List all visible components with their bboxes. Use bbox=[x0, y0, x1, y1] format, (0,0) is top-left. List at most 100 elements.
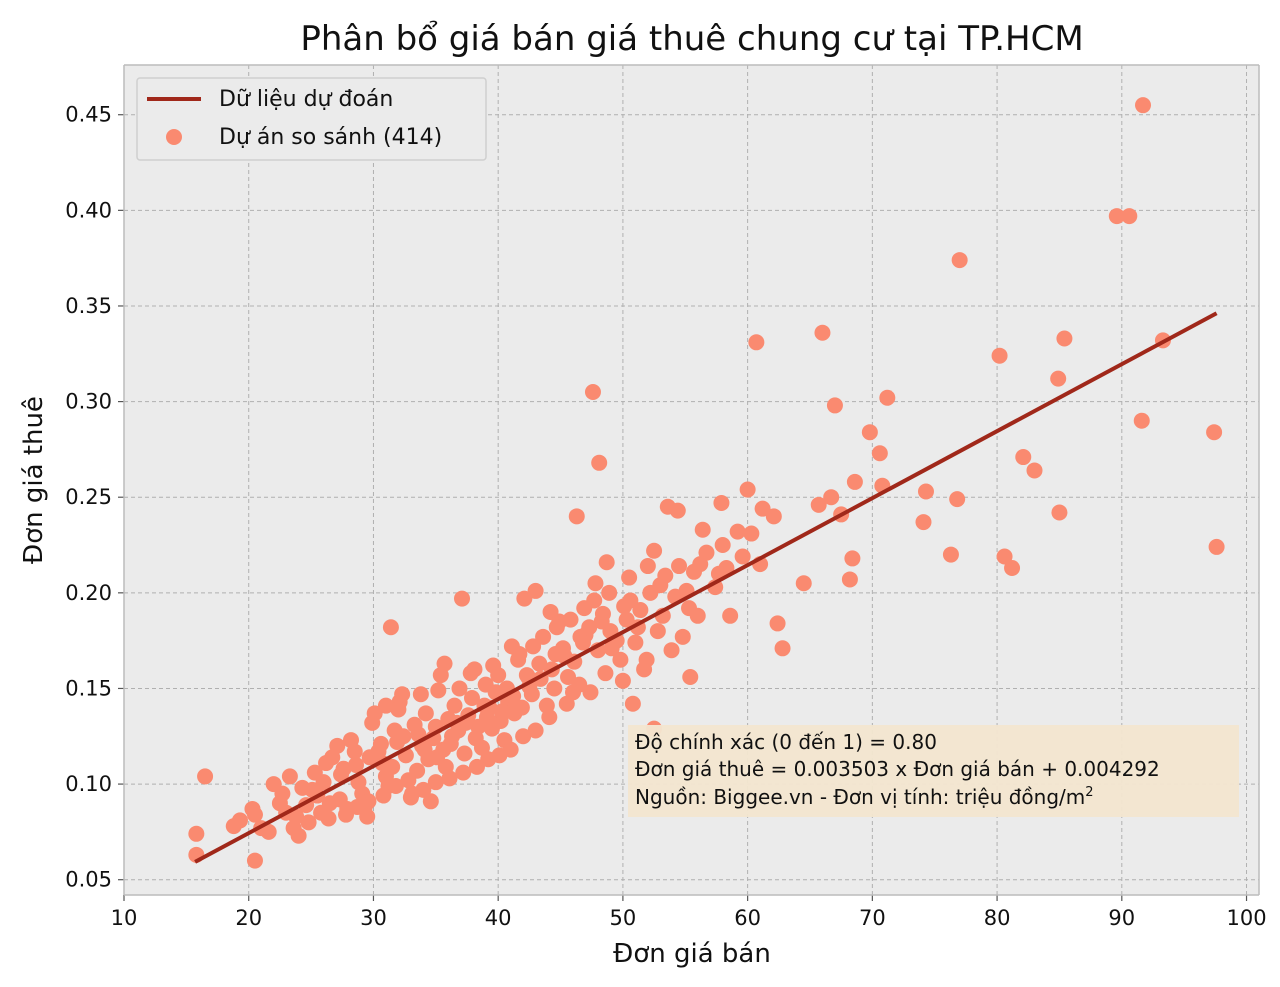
scatter-point bbox=[632, 602, 649, 619]
scatter-point bbox=[734, 548, 751, 565]
scatter-point bbox=[584, 384, 601, 401]
scatter-point bbox=[558, 695, 575, 712]
scatter-point bbox=[535, 628, 552, 645]
scatter-point bbox=[1051, 504, 1068, 521]
scatter-point bbox=[446, 697, 463, 714]
scatter-point bbox=[1004, 559, 1021, 576]
scatter-point bbox=[404, 785, 421, 802]
x-tick-label: 40 bbox=[485, 906, 512, 930]
scatter-point bbox=[810, 496, 827, 513]
scatter-point bbox=[814, 324, 831, 341]
scatter-point bbox=[593, 613, 610, 630]
scatter-point bbox=[571, 676, 588, 693]
scatter-point bbox=[1208, 538, 1225, 555]
x-tick-label: 70 bbox=[859, 906, 886, 930]
scatter-points bbox=[188, 97, 1225, 869]
scatter-point bbox=[621, 569, 638, 586]
legend-marker-swatch bbox=[166, 129, 182, 145]
y-tick-label: 0.10 bbox=[65, 772, 112, 796]
annotation-source-text: Nguồn: Biggee.vn - Đơn vị tính: triệu đồ… bbox=[635, 785, 1085, 809]
scatter-point bbox=[861, 424, 878, 441]
scatter-point bbox=[462, 665, 479, 682]
scatter-point bbox=[384, 758, 401, 775]
scatter-point bbox=[642, 584, 659, 601]
scatter-point bbox=[390, 701, 407, 718]
scatter-point bbox=[774, 640, 791, 657]
annotation-equation: Đơn giá thuê = 0.003503 x Đơn giá bán + … bbox=[635, 757, 1160, 781]
x-tick-label: 10 bbox=[111, 906, 138, 930]
scatter-point bbox=[382, 619, 399, 636]
scatter-point bbox=[562, 611, 579, 628]
scatter-point bbox=[527, 722, 544, 739]
scatter-point bbox=[463, 690, 480, 707]
x-tick-label: 100 bbox=[1226, 906, 1266, 930]
scatter-point bbox=[574, 634, 591, 651]
annotation-box: Độ chính xác (0 đến 1) = 0.80 Đơn giá th… bbox=[628, 725, 1239, 817]
scatter-point bbox=[288, 808, 305, 825]
axis-ticks: 10 20 30 40 50 60 70 80 90 100 0.05 0.10 0.15 0.20 0.2… bbox=[65, 103, 1266, 930]
scatter-point bbox=[231, 812, 248, 829]
scatter-point bbox=[795, 575, 812, 592]
scatter-point bbox=[624, 695, 641, 712]
fit-line bbox=[194, 311, 1218, 864]
legend-scatter-label: Dự án so sánh (414) bbox=[219, 125, 442, 150]
scatter-point bbox=[395, 728, 412, 745]
y-axis-label: Đơn giá thuê bbox=[19, 396, 49, 564]
scatter-point bbox=[394, 686, 411, 703]
scatter-point bbox=[485, 657, 502, 674]
scatter-point bbox=[739, 481, 756, 498]
y-tick-label: 0.45 bbox=[65, 103, 112, 127]
scatter-point bbox=[674, 628, 691, 645]
scatter-point bbox=[996, 548, 1013, 565]
legend-box bbox=[136, 77, 487, 161]
scatter-point bbox=[844, 550, 861, 567]
scatter-point bbox=[525, 638, 542, 655]
scatter-point bbox=[455, 764, 472, 781]
scatter-point bbox=[729, 523, 746, 540]
scatter-point bbox=[1135, 97, 1152, 114]
scatter-point bbox=[991, 347, 1008, 364]
scatter-point bbox=[568, 508, 585, 525]
scatter-point bbox=[271, 795, 288, 812]
scatter-point bbox=[515, 728, 532, 745]
scatter-point bbox=[436, 655, 453, 672]
scatter-point bbox=[260, 823, 277, 840]
scatter-point bbox=[591, 454, 608, 471]
scatter-point bbox=[333, 766, 350, 783]
scatter-point bbox=[669, 502, 686, 519]
scatter-point bbox=[681, 600, 698, 617]
grid-lines bbox=[123, 65, 1259, 895]
scatter-point bbox=[188, 825, 205, 842]
scatter-point bbox=[1108, 208, 1125, 225]
scatter-point bbox=[468, 758, 485, 775]
annotation-accuracy: Độ chính xác (0 đến 1) = 0.80 bbox=[635, 730, 937, 754]
scatter-point bbox=[518, 667, 535, 684]
y-tick-label: 0.35 bbox=[65, 294, 112, 318]
scatter-point bbox=[587, 575, 604, 592]
scatter-point bbox=[636, 661, 653, 678]
scatter-point bbox=[616, 598, 633, 615]
scatter-point bbox=[765, 508, 782, 525]
scatter-point bbox=[748, 334, 765, 351]
scatter-point bbox=[315, 774, 332, 791]
scatter-point bbox=[444, 728, 461, 745]
x-tick-label: 80 bbox=[984, 906, 1011, 930]
scatter-point bbox=[714, 537, 731, 554]
scatter-point bbox=[454, 590, 471, 607]
scatter-point bbox=[246, 806, 263, 823]
scatter-point bbox=[361, 749, 378, 766]
x-tick-label: 90 bbox=[1108, 906, 1135, 930]
scatter-point bbox=[663, 642, 680, 659]
scatter-point bbox=[412, 686, 429, 703]
y-tick-label: 0.05 bbox=[65, 868, 112, 892]
scatter-point bbox=[409, 762, 426, 779]
scatter-point bbox=[375, 787, 392, 804]
chart-title: Phân bổ giá bán giá thuê chung cư tại TP… bbox=[300, 19, 1083, 59]
scatter-point bbox=[841, 571, 858, 588]
scatter-point bbox=[338, 806, 355, 823]
scatter-point bbox=[377, 697, 394, 714]
scatter-point bbox=[1206, 424, 1223, 441]
legend: Dữ liệu dự đoán Dự án so sánh (414) bbox=[136, 77, 487, 161]
scatter-point bbox=[422, 793, 439, 810]
